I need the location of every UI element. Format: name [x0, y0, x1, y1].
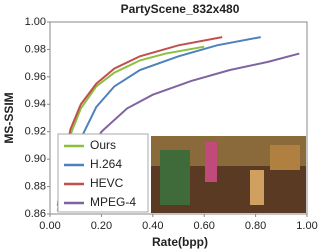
inset-image	[151, 136, 306, 213]
legend-label: H.264	[90, 157, 122, 171]
y-tick-label: 0.88	[25, 180, 46, 192]
y-tick-label: 0.92	[25, 126, 46, 138]
x-tick-label: 1.00	[296, 220, 317, 232]
x-axis-label: Rate(bpp)	[152, 235, 208, 249]
y-tick-label: 0.98	[25, 43, 46, 55]
image-tree	[160, 150, 190, 205]
y-tick-label: 0.86	[25, 208, 46, 220]
y-tick-label: 0.90	[25, 153, 46, 165]
y-tick-label: 0.94	[25, 98, 46, 110]
image-child	[250, 170, 264, 205]
legend-label: Ours	[90, 138, 116, 152]
x-tick-label: 0.20	[91, 220, 112, 232]
y-tick-label: 0.96	[25, 71, 46, 83]
plot-frame	[49, 21, 308, 215]
x-tick-label: 0.40	[142, 220, 163, 232]
y-tick-label: 1.00	[25, 16, 46, 28]
y-axis-label: MS-SSIM	[2, 92, 16, 143]
image-box	[270, 145, 300, 170]
legend-label: MPEG-4	[90, 195, 136, 209]
x-tick-label: 0.60	[193, 220, 214, 232]
image-child	[205, 142, 217, 182]
x-tick-label: 0.80	[245, 220, 266, 232]
legend-label: HEVC	[90, 176, 124, 190]
x-tick-label: 0.00	[39, 220, 60, 232]
chart-title: PartyScene_832x480	[121, 2, 240, 16]
